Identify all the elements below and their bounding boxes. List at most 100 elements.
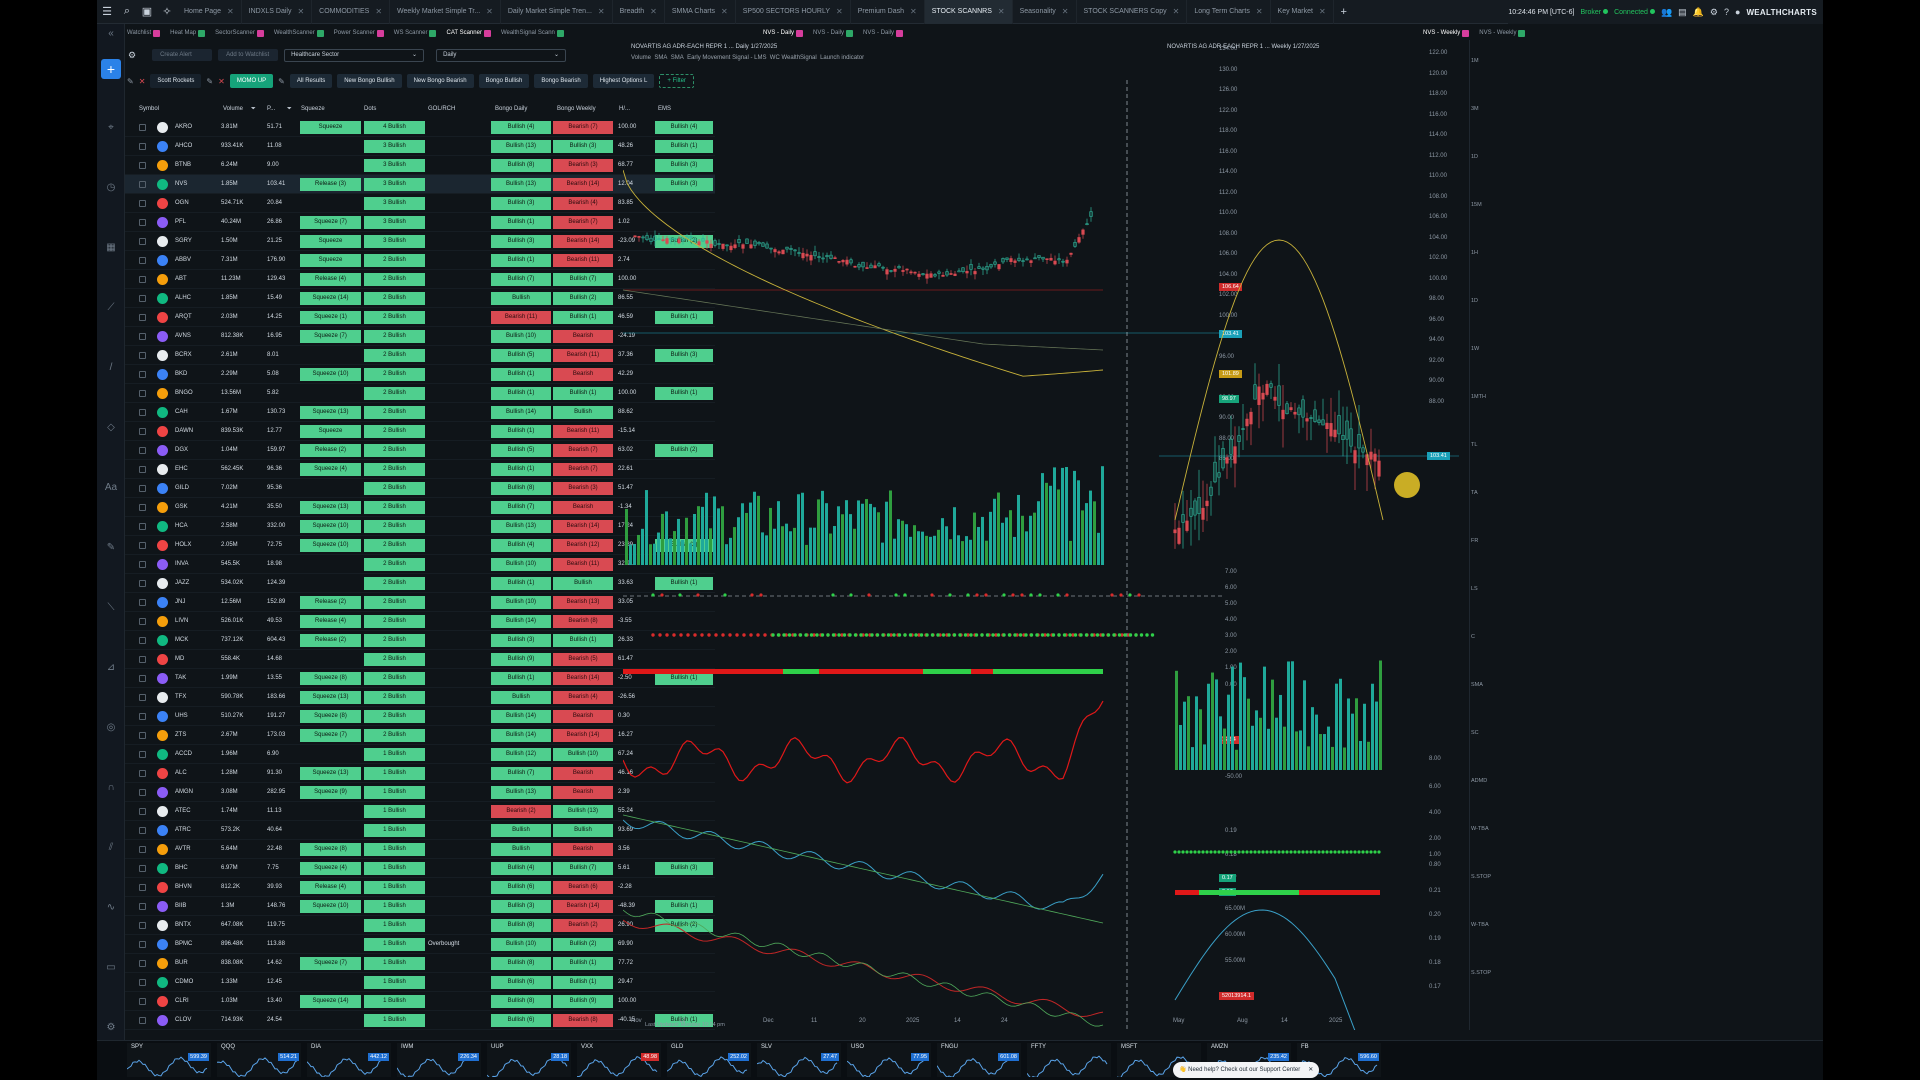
row-checkbox[interactable] <box>139 238 146 245</box>
col-bongo-weekly[interactable]: Bongo Weekly <box>557 106 596 112</box>
close-icon[interactable]: ✕ <box>297 7 305 16</box>
tab-breadth[interactable]: Breadth ✕ <box>613 0 665 24</box>
table-row[interactable]: CDMO 1.33M 12.45 1 Bullish Bullish (6) Bullis… <box>125 973 715 992</box>
gear-icon[interactable]: ⚙ <box>1709 6 1718 17</box>
timeframe-button-1d[interactable]: 1D <box>1471 154 1479 160</box>
table-row[interactable]: BTNB 6.24M 9.00 3 Bullish Bullish (8) Bearish… <box>125 156 715 175</box>
row-checkbox[interactable] <box>139 409 146 416</box>
panel-tab-nvs-weekly[interactable]: NVS - Weekly <box>1423 29 1470 37</box>
close-icon[interactable]: ✕ <box>1308 1067 1314 1073</box>
add-tab-icon[interactable]: + <box>1340 5 1347 18</box>
row-checkbox[interactable] <box>139 979 146 986</box>
layers-icon[interactable]: ▭ <box>106 962 116 973</box>
table-row[interactable]: CLRI 1.03M 13.40 Squeeze (14) 1 Bullish Bulli… <box>125 992 715 1011</box>
table-row[interactable]: ALC 1.28M 91.30 Squeeze (13) 1 Bullish Bullis… <box>125 764 715 783</box>
tab-smma-charts[interactable]: SMMA Charts ✕ <box>665 0 736 24</box>
ai-icon[interactable]: ✧ <box>162 6 172 18</box>
timeframe-button-3m[interactable]: 3M <box>1471 106 1479 112</box>
magnet-icon[interactable]: ∩ <box>107 782 115 793</box>
panel-tab-wealthscanner[interactable]: WealthScanner <box>274 29 324 37</box>
col-gol-rch[interactable]: GOL/RCH <box>428 106 456 112</box>
row-checkbox[interactable] <box>139 428 146 435</box>
row-checkbox[interactable] <box>139 675 146 682</box>
panel-tab-wealthsignal-scann[interactable]: WealthSignal Scann <box>501 29 564 37</box>
table-row[interactable]: GSK 4.21M 35.50 Squeeze (13) 2 Bullish Bullis… <box>125 498 715 517</box>
close-icon[interactable]: ✕ <box>218 76 225 86</box>
panel-tab-cat-scanner[interactable]: CAT Scanner <box>446 29 491 37</box>
panel-tab-sectorscanner[interactable]: SectorScanner <box>215 29 264 37</box>
filter-icon[interactable]: ⏷ <box>287 106 292 112</box>
chip-new-bongo-bullish[interactable]: New Bongo Bullish <box>337 74 402 88</box>
close-icon[interactable]: ✕ <box>910 7 917 16</box>
ticker-iwm[interactable]: IWM 226.34 <box>397 1043 481 1077</box>
row-checkbox[interactable] <box>139 523 146 530</box>
ticker-uup[interactable]: UUP 28.18 <box>487 1043 571 1077</box>
close-icon[interactable]: ✕ <box>1318 7 1326 16</box>
close-icon[interactable]: ✕ <box>1061 7 1069 16</box>
row-checkbox[interactable] <box>139 846 146 853</box>
edit-icon[interactable]: ✎ <box>127 76 134 86</box>
table-row[interactable]: ATRC 573.2K 40.64 1 Bullish Bullish Bullish 93… <box>125 821 715 840</box>
table-row[interactable]: BCRX 2.61M 8.01 2 Bullish Bullish (5) Bearish… <box>125 346 715 365</box>
add-filter-button[interactable]: + Filter <box>659 74 694 88</box>
row-checkbox[interactable] <box>139 124 146 131</box>
tab-commodities[interactable]: COMMODITIES ✕ <box>312 0 391 24</box>
row-checkbox[interactable] <box>139 295 146 302</box>
tab-key-market[interactable]: Key Market ✕ <box>1271 0 1334 24</box>
row-checkbox[interactable] <box>139 960 146 967</box>
row-checkbox[interactable] <box>139 808 146 815</box>
close-icon[interactable]: ✕ <box>597 7 605 16</box>
table-row[interactable]: ARQT 2.03M 14.25 Squeeze (1) 2 Bullish Bearis… <box>125 308 715 327</box>
row-checkbox[interactable] <box>139 580 146 587</box>
col-volume[interactable]: Volume <box>223 106 244 112</box>
timeframe-button-ls[interactable]: LS <box>1471 586 1478 592</box>
add-to-watchlist-button[interactable]: Add to Watchlist <box>218 49 279 61</box>
close-icon[interactable]: ✕ <box>226 7 234 16</box>
tab-daily-market-simple-tren[interactable]: Daily Market Simple Tren... ✕ <box>501 0 613 24</box>
row-checkbox[interactable] <box>139 903 146 910</box>
collapse-icon[interactable]: « <box>108 28 114 39</box>
timeframe-button-1h[interactable]: 1H <box>1471 250 1479 256</box>
filter-icon[interactable]: ⏷ <box>251 106 256 112</box>
ticker-ffty[interactable]: FFTY <box>1027 1043 1111 1077</box>
row-checkbox[interactable] <box>139 865 146 872</box>
row-checkbox[interactable] <box>139 827 146 834</box>
row-checkbox[interactable] <box>139 314 146 321</box>
row-checkbox[interactable] <box>139 181 146 188</box>
timeframe-button-w-tba[interactable]: W-TBA <box>1471 922 1489 928</box>
trend-line-icon[interactable]: ⟋ <box>107 302 115 313</box>
table-row[interactable]: BNGO 13.56M 5.82 2 Bullish Bullish (1) Bullis… <box>125 384 715 403</box>
close-icon[interactable]: ✕ <box>1172 7 1180 16</box>
tab-home-page[interactable]: Home Page ✕ <box>177 0 242 24</box>
row-checkbox[interactable] <box>139 637 146 644</box>
table-row[interactable]: BPMC 896.48K 113.88 1 Bullish Overbought Bull… <box>125 935 715 954</box>
table-row[interactable]: BHVN 812.2K 39.93 Release (4) 1 Bullish Bulli… <box>125 878 715 897</box>
edit-icon[interactable]: ✎ <box>206 76 214 86</box>
timeframe-button-sma[interactable]: SMA <box>1471 682 1483 688</box>
row-checkbox[interactable] <box>139 352 146 359</box>
tab-stock-scannrs[interactable]: STOCK SCANNRS ✕ <box>924 0 1013 24</box>
shapes-icon[interactable]: ◇ <box>107 422 115 433</box>
timeframe-button-1d[interactable]: 1D <box>1471 298 1479 304</box>
timeframe-button-ta[interactable]: TA <box>1471 490 1478 496</box>
layout-icon[interactable]: ▣ <box>141 6 153 18</box>
chip-scott-rockets[interactable]: Scott Rockets <box>150 74 202 88</box>
col-hl[interactable]: H/... <box>619 106 631 112</box>
daily-chart-panel[interactable]: NOVARTIS AG ADR-EACH REPR 1 ... Daily 1/… <box>622 40 1223 1030</box>
col-dots[interactable]: Dots <box>364 106 377 112</box>
chip-bongo-bearish[interactable]: Bongo Bearish <box>534 74 588 88</box>
table-row[interactable]: BIIB 1.3M 148.76 Squeeze (10) 1 Bullish Bulli… <box>125 897 715 916</box>
col-bongo-daily[interactable]: Bongo Daily <box>495 106 528 112</box>
ticker-slv[interactable]: SLV 27.47 <box>757 1043 841 1077</box>
row-checkbox[interactable] <box>139 447 146 454</box>
pencil-icon[interactable]: / <box>109 362 113 373</box>
timeframe-button-admd[interactable]: ADMD <box>1471 778 1488 784</box>
row-checkbox[interactable] <box>139 732 146 739</box>
ruler-icon[interactable]: ⟍ <box>107 602 115 613</box>
table-row[interactable]: INVA 545.5K 18.98 2 Bullish Bullish (10) Bear… <box>125 555 715 574</box>
timeframe-button-s-stop[interactable]: S.STOP <box>1471 970 1492 976</box>
table-row[interactable]: CLOV 714.93K 24.54 1 Bullish Bullish (6) Bear… <box>125 1011 715 1030</box>
table-row[interactable]: AVNS 812.38K 16.95 Squeeze (7) 2 Bullish Bull… <box>125 327 715 346</box>
row-checkbox[interactable] <box>139 371 146 378</box>
table-row[interactable]: MD 558.4K 14.68 2 Bullish Bullish (9) Bearish… <box>125 650 715 669</box>
